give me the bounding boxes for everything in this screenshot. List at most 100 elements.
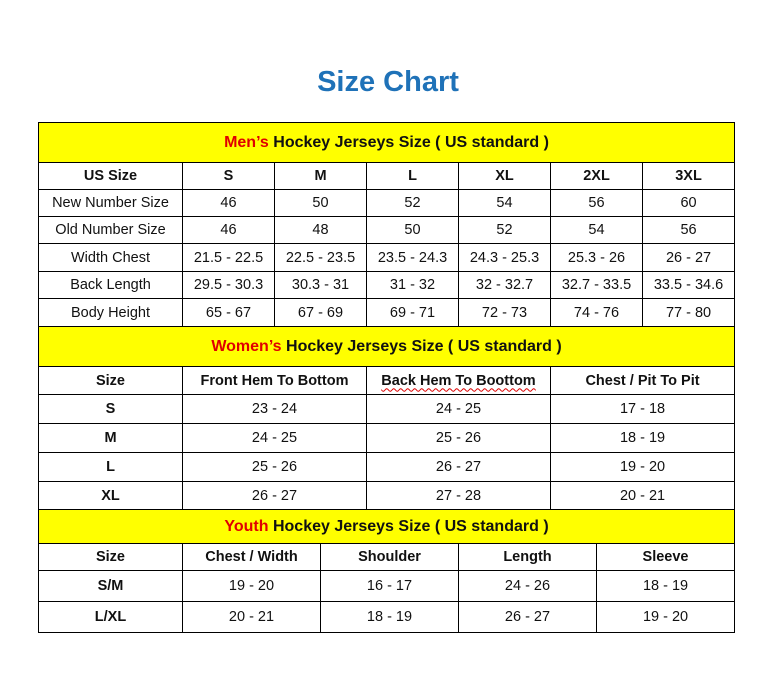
column-header: Sleeve (595, 543, 736, 571)
column-header-text: Chest / Width (205, 549, 298, 565)
column-header: Length (458, 543, 597, 571)
row-label: Back Length (38, 271, 183, 299)
mens-column-headers: US Size S M L XL 2XL 3XL (38, 162, 736, 190)
page-title: Size Chart (317, 66, 459, 98)
table-cell: 52 (458, 216, 551, 244)
column-header-text: Size (95, 372, 125, 389)
womens-heading-row: Women’s Hockey Jerseys Size ( US standar… (37, 326, 736, 367)
table-cell: 32.7 - 33.5 (550, 271, 643, 299)
table-row: Back Length 29.5 - 30.3 30.3 - 31 31 - 32 32… (38, 271, 736, 299)
table-cell: 50 (274, 189, 367, 217)
column-header-text: Size (95, 549, 125, 565)
table-cell: 65 - 67 (182, 298, 275, 327)
youth-heading-row: Youth Hockey Jerseys Size ( US standard … (37, 509, 736, 544)
column-header-text: 2XL (583, 168, 610, 184)
table-cell: 20 - 21 (549, 481, 736, 510)
table-row: XL 26 - 27 27 - 28 20 - 21 (38, 481, 736, 510)
table-cell: 48 (274, 216, 367, 244)
womens-heading: Women’s Hockey Jerseys Size ( US standar… (37, 326, 736, 367)
youth-table: Youth Hockey Jerseys Size ( US standard … (37, 509, 736, 633)
table-cell: 31 - 32 (366, 271, 459, 299)
mens-heading-row: Men’s Hockey Jerseys Size ( US standard … (37, 122, 736, 163)
column-header-text: Length (503, 549, 552, 565)
youth-column-headers: Size Chest / Width Shoulder Length Sleeve (38, 543, 736, 571)
table-cell: 18 - 19 (595, 570, 736, 602)
table-cell: 29.5 - 30.3 (182, 271, 275, 299)
table-cell: 33.5 - 34.6 (641, 271, 736, 299)
table-cell: 24.3 - 25.3 (458, 243, 551, 272)
table-cell: 26 - 27 (458, 601, 597, 633)
table-row: Old Number Size 46 48 50 52 54 56 (38, 216, 736, 244)
mens-table: Men’s Hockey Jerseys Size ( US standard … (37, 122, 736, 327)
table-cell: 25 - 26 (182, 452, 367, 482)
column-header: 2XL (550, 162, 643, 190)
row-label: L/XL (38, 601, 183, 633)
row-label: S (38, 394, 183, 424)
row-label: S/M (38, 570, 183, 602)
table-cell: 52 (366, 189, 459, 217)
table-cell: 46 (182, 189, 275, 217)
table-row: S/M 19 - 20 16 - 17 24 - 26 18 - 19 (38, 570, 736, 602)
column-header: Size (38, 543, 183, 571)
table-cell: 19 - 20 (595, 601, 736, 633)
heading-text: Hockey Jerseys Size ( US standard ) (268, 517, 549, 535)
table-row: New Number Size 46 50 52 54 56 60 (38, 189, 736, 217)
column-header-text: Sleeve (642, 549, 689, 565)
table-cell: 32 - 32.7 (458, 271, 551, 299)
column-header: Back Hem To Boottom (366, 366, 551, 395)
table-cell: 50 (366, 216, 459, 244)
row-label: New Number Size (38, 189, 183, 217)
table-cell: 26 - 27 (641, 243, 736, 272)
column-header-text: Back Hem To Boottom (381, 372, 536, 389)
column-header: Chest / Width (182, 543, 321, 571)
table-cell: 77 - 80 (641, 298, 736, 327)
table-row: L/XL 20 - 21 18 - 19 26 - 27 19 - 20 (38, 601, 736, 633)
table-cell: 24 - 25 (366, 394, 551, 424)
table-row: S 23 - 24 24 - 25 17 - 18 (38, 394, 736, 424)
table-cell: 23.5 - 24.3 (366, 243, 459, 272)
table-cell: 21.5 - 22.5 (182, 243, 275, 272)
table-cell: 19 - 20 (182, 570, 321, 602)
table-cell: 25.3 - 26 (550, 243, 643, 272)
row-label: XL (38, 481, 183, 510)
table-cell: 24 - 26 (458, 570, 597, 602)
heading-highlight: Women’s (211, 337, 282, 355)
youth-heading: Youth Hockey Jerseys Size ( US standard … (37, 509, 736, 544)
heading-highlight: Men’s (224, 133, 269, 151)
table-cell: 30.3 - 31 (274, 271, 367, 299)
column-header: L (366, 162, 459, 190)
table-cell: 56 (641, 216, 736, 244)
table-cell: 16 - 17 (320, 570, 459, 602)
mens-heading: Men’s Hockey Jerseys Size ( US standard … (37, 122, 736, 163)
column-header-text: L (408, 168, 417, 184)
table-cell: 19 - 20 (549, 452, 736, 482)
table-cell: 22.5 - 23.5 (274, 243, 367, 272)
table-row: L 25 - 26 26 - 27 19 - 20 (38, 452, 736, 482)
table-row: M 24 - 25 25 - 26 18 - 19 (38, 423, 736, 453)
column-header-text: US Size (83, 168, 138, 184)
column-header: US Size (38, 162, 183, 190)
column-header-text: S (223, 168, 234, 184)
table-cell: 60 (641, 189, 736, 217)
table-cell: 69 - 71 (366, 298, 459, 327)
table-cell: 74 - 76 (550, 298, 643, 327)
column-header-text: XL (495, 168, 514, 184)
table-cell: 20 - 21 (182, 601, 321, 633)
row-label: Width Chest (38, 243, 183, 272)
column-header-text: Chest / Pit To Pit (585, 372, 700, 389)
row-label: Old Number Size (38, 216, 183, 244)
size-chart: Men’s Hockey Jerseys Size ( US standard … (37, 122, 736, 633)
table-cell: 27 - 28 (366, 481, 551, 510)
table-cell: 25 - 26 (366, 423, 551, 453)
womens-table: Women’s Hockey Jerseys Size ( US standar… (37, 326, 736, 510)
table-cell: 18 - 19 (320, 601, 459, 633)
row-label: L (38, 452, 183, 482)
column-header: Front Hem To Bottom (182, 366, 367, 395)
table-row: Width Chest 21.5 - 22.5 22.5 - 23.5 23.5 - … (38, 243, 736, 272)
row-label: Body Height (38, 298, 183, 327)
table-cell: 23 - 24 (182, 394, 367, 424)
heading-text: Hockey Jerseys Size ( US standard ) (281, 337, 562, 355)
column-header: Chest / Pit To Pit (549, 366, 736, 395)
table-cell: 17 - 18 (549, 394, 736, 424)
heading-highlight: Youth (224, 517, 269, 535)
